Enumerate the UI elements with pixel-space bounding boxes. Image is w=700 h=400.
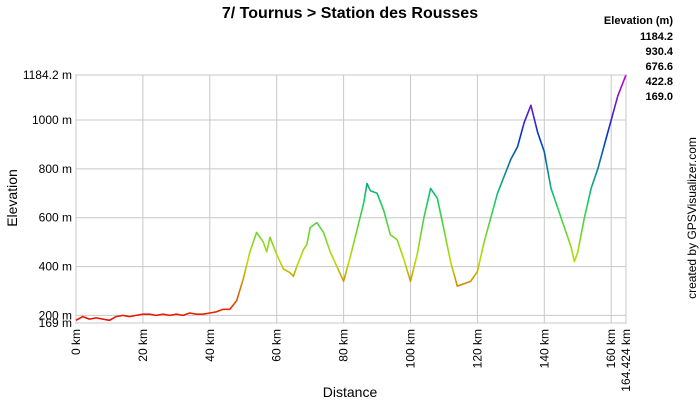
plot-area	[75, 74, 627, 324]
y-tick-label: 600 m	[39, 211, 72, 225]
legend-value: 169.0	[645, 91, 673, 103]
legend-value: 676.6	[645, 61, 673, 73]
legend-title: Elevation (m)	[604, 15, 673, 27]
chart-title: 7/ Tournus > Station des Rousses	[222, 5, 478, 22]
y-tick-label: 400 m	[39, 260, 72, 274]
y-tick-label: 169 m	[39, 316, 72, 330]
x-tick-label: 40 km	[203, 329, 217, 362]
x-tick-label: 60 km	[270, 329, 284, 362]
x-axis-label: Distance	[323, 384, 378, 400]
credit: created by GPSVisualizer.com	[685, 137, 699, 299]
x-tick-label: 100 km	[404, 329, 418, 368]
x-tick-label: 20 km	[136, 329, 150, 362]
y-axis-label: Elevation	[4, 169, 20, 227]
y-tick-label: 800 m	[39, 162, 72, 176]
elevation-line	[75, 74, 627, 322]
y-tick-label: 1184.2 m	[23, 68, 72, 82]
x-tick-label: 140 km	[537, 329, 551, 368]
x-tick-label: 164.424 km	[619, 329, 633, 392]
y-tick-label: 1000 m	[32, 113, 72, 127]
legend-value: 422.8	[645, 76, 673, 88]
x-tick-label: 0 km	[69, 329, 83, 355]
x-tick-label: 160 km	[604, 329, 618, 368]
x-tick-label: 80 km	[337, 329, 351, 362]
y-tick-label: 200 m	[39, 308, 72, 322]
legend-value: 930.4	[645, 46, 673, 58]
x-tick-label: 120 km	[470, 329, 484, 368]
legend-value: 1184.2	[640, 31, 673, 43]
